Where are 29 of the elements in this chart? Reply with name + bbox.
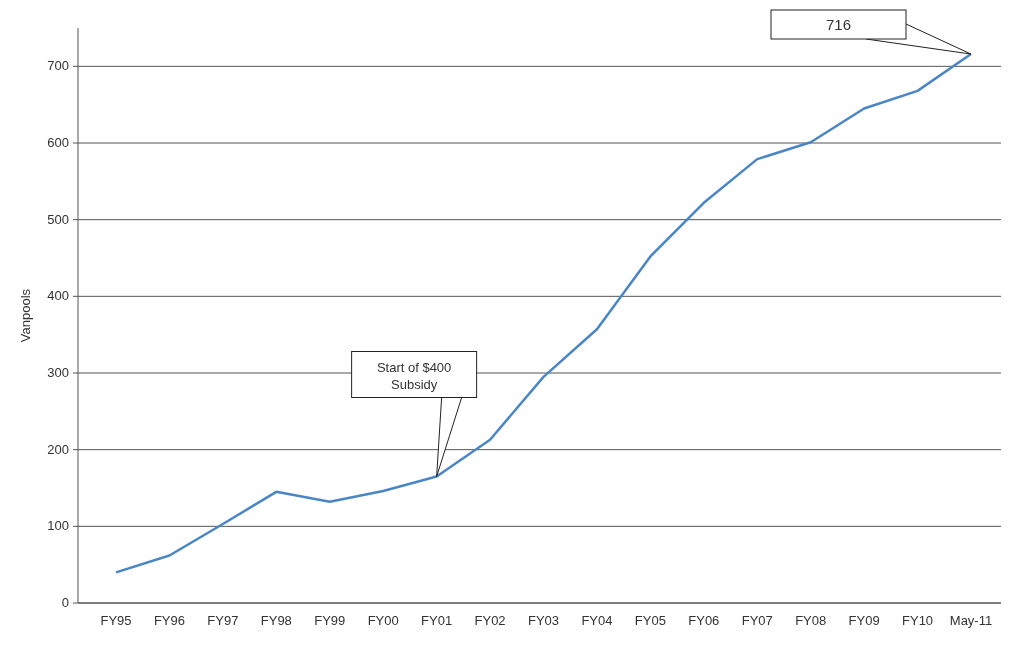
- x-tick-label: FY09: [848, 613, 880, 628]
- y-tick-label: 0: [61, 595, 69, 610]
- x-tick-label: FY04: [581, 613, 613, 628]
- x-tick-label: FY96: [153, 613, 185, 628]
- y-tick-label: 600: [47, 135, 69, 150]
- x-tick-label: FY08: [795, 613, 827, 628]
- x-tick-label: FY05: [634, 613, 666, 628]
- annotation: 716: [825, 16, 852, 33]
- annotation: Start of $400 Subsidy: [376, 359, 452, 392]
- y-tick-label: 100: [47, 518, 69, 534]
- x-tick-label: FY01: [421, 613, 453, 628]
- x-tick-label: FY03: [527, 613, 560, 628]
- x-tick-label: FY95: [100, 613, 132, 628]
- x-tick-label: FY02: [474, 613, 506, 628]
- line-series: [114, 52, 973, 574]
- x-tick-label: May-11: [949, 613, 993, 628]
- x-tick-label: FY06: [688, 613, 720, 628]
- x-tick-label: FY00: [367, 613, 399, 628]
- x-tick-label: FY07: [741, 613, 773, 628]
- x-tick-label: FY10: [902, 613, 934, 628]
- x-tick-label: FY99: [314, 613, 346, 628]
- y-tick-label: 400: [47, 288, 69, 304]
- y-tick-label: 500: [47, 211, 69, 227]
- y-axis-title: Vanpools: [18, 288, 33, 343]
- y-tick-label: 300: [47, 365, 69, 380]
- x-tick-label: FY98: [260, 613, 292, 628]
- x-tick-label: FY97: [207, 613, 239, 628]
- y-tick-label: 200: [47, 441, 69, 457]
- y-tick-label: 700: [47, 58, 69, 74]
